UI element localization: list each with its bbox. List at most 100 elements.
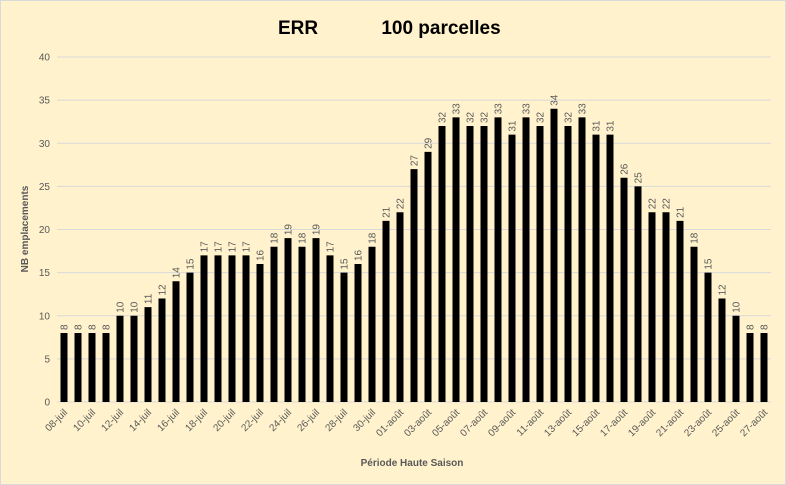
x-tick-label: 07-août (458, 407, 490, 439)
bar (74, 333, 82, 402)
data-label: 26 (620, 163, 631, 175)
y-tick-label: 20 (39, 225, 51, 236)
data-label: 31 (592, 120, 603, 132)
chart-title-part-2: 100 parcelles (381, 18, 500, 39)
data-label: 21 (382, 206, 393, 218)
bar (88, 333, 96, 402)
data-label: 8 (88, 324, 99, 330)
bar (312, 238, 320, 402)
data-label: 25 (634, 172, 645, 184)
bar (466, 126, 474, 402)
data-label: 17 (228, 241, 239, 253)
x-tick-label: 16-juil (155, 407, 182, 434)
x-axis-title: Période Haute Saison (361, 458, 464, 469)
data-label: 15 (340, 258, 351, 270)
data-label: 19 (312, 224, 323, 236)
bar (746, 333, 754, 402)
y-tick-label: 5 (44, 354, 50, 365)
y-tick-label: 35 (39, 96, 51, 107)
x-tick-label: 28-juil (323, 407, 350, 434)
x-tick-label: 08-juil (43, 407, 70, 434)
chart-title-part-1: ERR (278, 18, 318, 39)
bar (326, 255, 334, 402)
x-tick-label: 01-août (374, 407, 406, 439)
data-label: 33 (494, 103, 505, 115)
data-label: 32 (466, 111, 477, 123)
bar (648, 212, 656, 402)
bar (718, 298, 726, 402)
data-label: 31 (508, 120, 519, 132)
data-label: 10 (732, 301, 743, 313)
bar (620, 177, 628, 402)
data-label: 17 (200, 241, 211, 253)
bar (228, 255, 236, 402)
x-tick-label: 15-août (570, 407, 602, 439)
data-label: 15 (704, 258, 715, 270)
y-tick-label: 30 (39, 139, 51, 150)
bar (452, 117, 460, 402)
data-label: 22 (662, 198, 673, 210)
y-axis-title: NB emplacements (20, 185, 31, 272)
data-label: 31 (606, 120, 617, 132)
data-label: 17 (214, 241, 225, 253)
data-label: 22 (396, 198, 407, 210)
data-label: 33 (452, 103, 463, 115)
data-label: 11 (144, 293, 155, 304)
data-label: 8 (102, 324, 113, 330)
x-tick-label: 25-août (710, 407, 742, 439)
data-label: 17 (242, 241, 253, 253)
x-tick-label: 14-juil (127, 407, 154, 434)
data-label: 29 (424, 137, 435, 149)
x-tick-label: 17-août (598, 407, 630, 439)
data-label: 33 (522, 103, 533, 115)
bar (256, 264, 264, 402)
bar (298, 246, 306, 402)
data-label: 18 (270, 232, 281, 244)
bar (704, 272, 712, 402)
bar (186, 272, 194, 402)
bar (564, 126, 572, 402)
data-label: 14 (172, 267, 183, 279)
x-tick-label: 03-août (402, 407, 434, 439)
x-tick-label: 12-juil (99, 407, 126, 434)
bar (60, 333, 68, 402)
data-label: 8 (74, 324, 85, 330)
data-label: 16 (256, 249, 267, 261)
x-tick-label: 24-juil (267, 407, 294, 434)
x-tick-label: 19-août (626, 407, 658, 439)
bar (270, 246, 278, 402)
x-tick-label: 11-août (515, 407, 546, 438)
data-label: 8 (60, 324, 71, 330)
data-label: 32 (438, 111, 449, 123)
bar (158, 298, 166, 402)
x-tick-label: 27-août (738, 407, 770, 439)
data-label: 33 (578, 103, 589, 115)
data-label: 16 (354, 249, 365, 261)
x-tick-label: 18-juil (183, 407, 210, 434)
bar (144, 307, 152, 402)
bar (172, 281, 180, 402)
data-label: 18 (368, 232, 379, 244)
bar (578, 117, 586, 402)
data-label: 12 (718, 284, 729, 296)
y-tick-label: 15 (39, 268, 51, 279)
bar (116, 315, 124, 402)
x-tick-label: 22-juil (239, 407, 266, 434)
x-axis-ticks: 08-juil 10-juil 12-juil 14-juil 16-juil 18-ju… (43, 407, 770, 439)
x-tick-label: 21-août (654, 407, 686, 439)
y-tick-label: 0 (44, 398, 50, 409)
data-label: 21 (676, 206, 687, 218)
data-label: 18 (690, 232, 701, 244)
bar (410, 169, 418, 402)
bar (340, 272, 348, 402)
bar (536, 126, 544, 402)
bar (550, 108, 558, 402)
x-tick-label: 23-août (682, 407, 714, 439)
bar (592, 134, 600, 402)
bar (690, 246, 698, 402)
bar (200, 255, 208, 402)
data-label: 15 (186, 258, 197, 270)
bar (214, 255, 222, 402)
y-tick-label: 25 (39, 182, 51, 193)
